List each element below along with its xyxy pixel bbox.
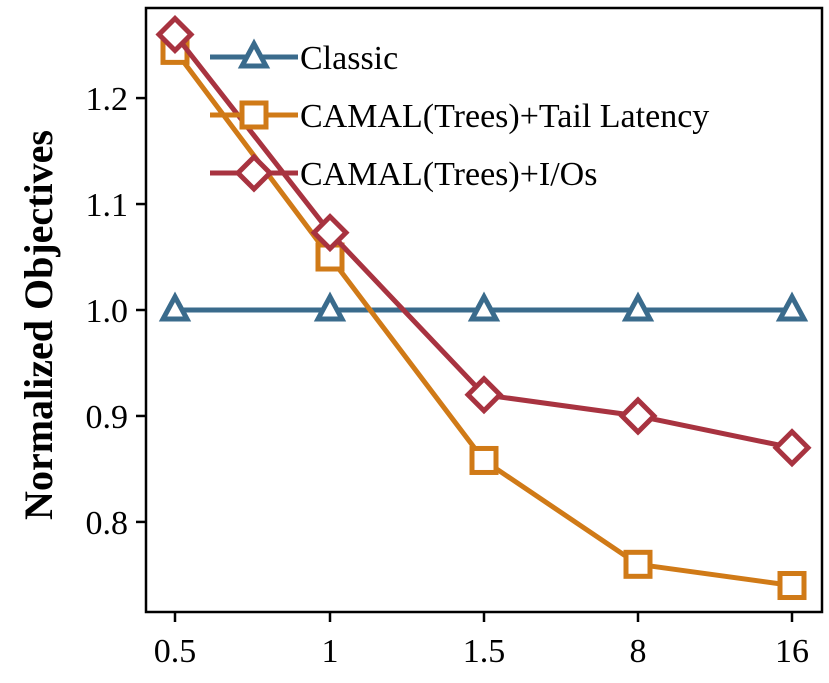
legend: Classic CAMAL(Trees)+Tail Latency CAMAL(Tr… [210,38,709,193]
data-point-diamond [618,396,658,436]
data-point-triangle [775,291,809,322]
x-axis: 0.5 1 1.5 8 16 [154,612,809,670]
legend-item: CAMAL(Trees)+I/Os [210,153,597,193]
data-point-diamond [310,213,350,253]
data-point-triangle [467,291,501,322]
series-2 [155,14,812,468]
legend-item: Classic [210,38,398,77]
series-0 [158,291,809,322]
data-point-diamond [464,375,504,415]
y-tick-label: 0.9 [86,399,129,436]
x-tick-label: 16 [775,633,809,670]
y-axis-title: Normalized Objectives [16,130,61,520]
x-tick-label: 1.5 [463,633,506,670]
data-point-square [777,571,807,601]
data-point-triangle [313,291,347,322]
data-point-triangle [621,291,655,322]
series-layer [155,14,812,601]
data-point-diamond [772,428,812,468]
data-point-square [623,549,653,579]
y-tick-label: 1.2 [86,81,129,118]
y-tick-label: 1.0 [86,293,129,330]
x-tick-label: 1 [322,633,339,670]
x-tick-label: 8 [630,633,647,670]
legend-label: CAMAL(Trees)+I/Os [300,156,597,193]
data-point-triangle [158,291,192,322]
legend-marker-square [239,100,269,130]
legend-marker-triangle [237,38,271,69]
legend-item: CAMAL(Trees)+Tail Latency [210,98,709,135]
x-tick-label: 0.5 [154,633,197,670]
y-tick-label: 0.8 [86,505,129,542]
data-point-square [469,445,499,475]
data-point-diamond [155,14,195,55]
legend-label: Classic [300,40,398,77]
y-tick-label: 1.1 [86,187,129,224]
legend-marker-diamond [234,153,274,193]
y-axis: 0.8 0.9 1.0 1.1 1.2 [86,81,146,542]
legend-label: CAMAL(Trees)+Tail Latency [300,98,709,135]
